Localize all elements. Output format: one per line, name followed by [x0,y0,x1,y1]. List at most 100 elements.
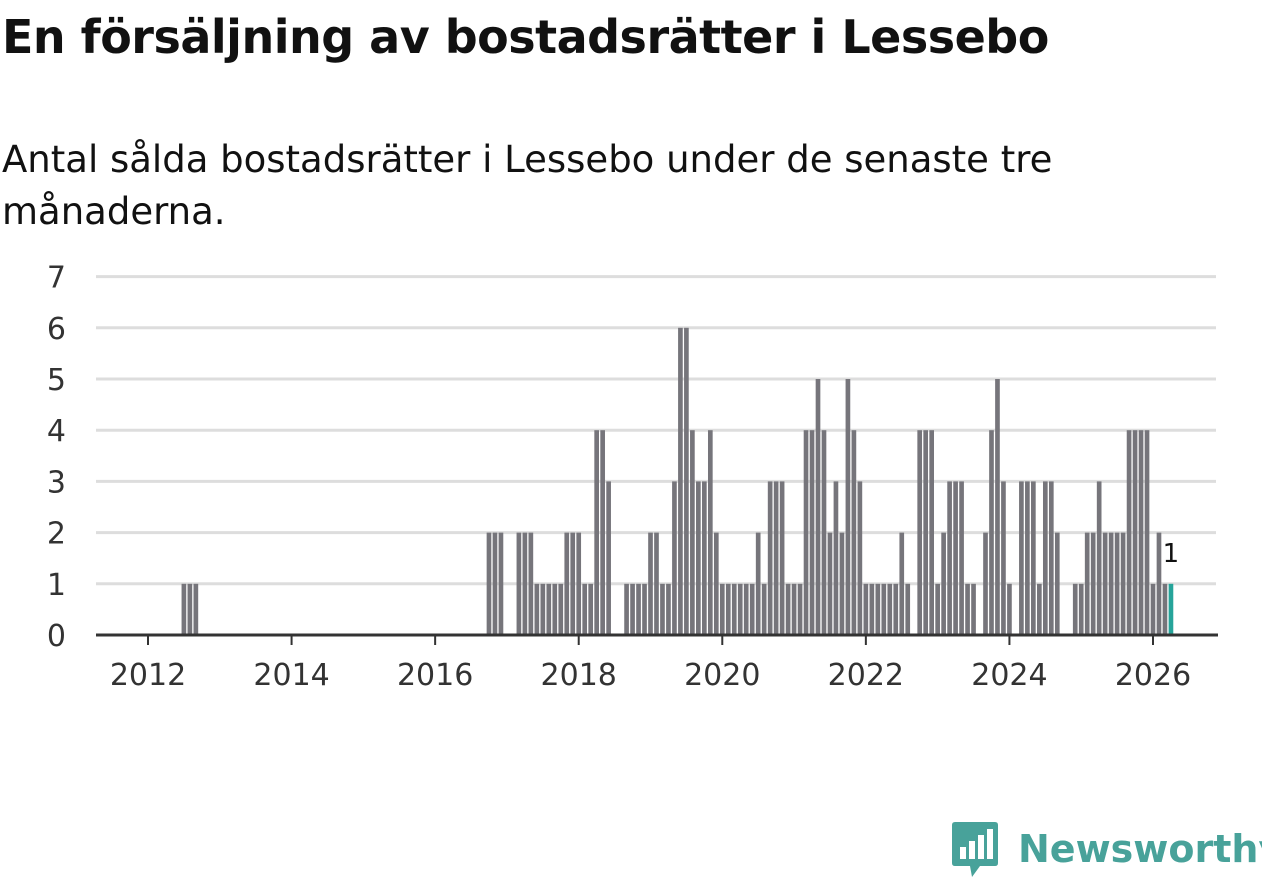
bar [1144,430,1150,635]
bar [678,327,683,635]
bar [1138,430,1144,635]
bar [558,583,564,635]
bar [1090,532,1096,635]
bar [761,583,767,635]
bar [181,583,187,635]
y-tick-label: 7 [47,261,66,296]
y-tick-label: 6 [47,312,66,347]
bar [947,481,952,635]
bar [660,583,665,635]
bar [636,583,641,635]
x-tick-label: 2024 [971,658,1047,693]
bar [522,532,528,635]
bar [875,583,881,635]
newsworthy-logo-icon [952,822,998,877]
bar [917,430,923,635]
x-tick-label: 2020 [684,658,760,693]
bar [779,481,785,635]
bar [1096,481,1102,635]
bars [181,327,1174,635]
bar [1019,481,1024,635]
bar [899,532,905,635]
bar [887,583,893,635]
bar [731,583,737,635]
bar [755,532,761,635]
bar [827,532,833,635]
bar [582,583,588,635]
bar [707,430,713,635]
bar [941,532,946,635]
bar [1078,583,1084,635]
y-tick-label: 1 [47,568,66,603]
bar [869,583,875,635]
brand-logo: Newsworthy [950,818,1262,880]
bar [935,583,940,635]
bar [1162,583,1168,635]
bar [642,583,647,635]
x-tick-label: 2022 [828,658,904,693]
bar [923,430,929,635]
bar [803,430,809,635]
bar [797,583,803,635]
bar [983,532,988,635]
chart-title: En försäljning av bostadsrätter i Lesseb… [2,10,1049,64]
x-tick-label: 2016 [397,658,473,693]
bar [600,430,605,635]
bar [971,583,976,635]
bar [767,481,773,635]
y-tick-label: 0 [47,619,66,654]
brand-name: Newsworthy [1018,827,1262,871]
bar [1150,583,1156,635]
bar [719,583,725,635]
bar [546,583,552,635]
bar [725,583,731,635]
bar [1102,532,1108,635]
bar [713,532,719,635]
bar [1007,583,1012,635]
bar [809,430,815,635]
bar [576,532,582,635]
bar [588,583,594,635]
bar [995,379,1000,635]
bar [666,583,671,635]
x-tick-label: 2014 [253,658,329,693]
bar [193,583,199,635]
bar [881,583,887,635]
bar [1126,430,1132,635]
y-tick-label: 2 [47,517,66,552]
bar [953,481,958,635]
bar [594,430,599,635]
bar [624,583,629,635]
bar [815,379,821,635]
bar [833,481,839,635]
bar [965,583,970,635]
bar [851,430,857,635]
bar [540,583,546,635]
bar [1031,481,1036,635]
bar [959,481,964,635]
bar [528,532,534,635]
bar [654,532,659,635]
bar [684,327,689,635]
y-tick-label: 4 [47,414,66,449]
bar [1114,532,1120,635]
y-tick-label: 5 [47,363,66,398]
bar [863,583,869,635]
bar [516,532,522,635]
bar [486,532,492,635]
bar [845,379,851,635]
bar [1108,532,1114,635]
bar [1132,430,1138,635]
bar [648,532,653,635]
bar [839,532,845,635]
bar [905,583,911,635]
bar [690,430,695,635]
bar [989,430,994,635]
bar [1042,481,1048,635]
bar [534,583,540,635]
bar [1048,481,1054,635]
bar [1072,583,1078,635]
bar [1001,481,1006,635]
bar-chart: 0 1 2 3 4 5 6 7 1 2012 2014 2016 2018 2020 2022 2024 202… [47,261,1218,693]
bar [564,532,570,635]
